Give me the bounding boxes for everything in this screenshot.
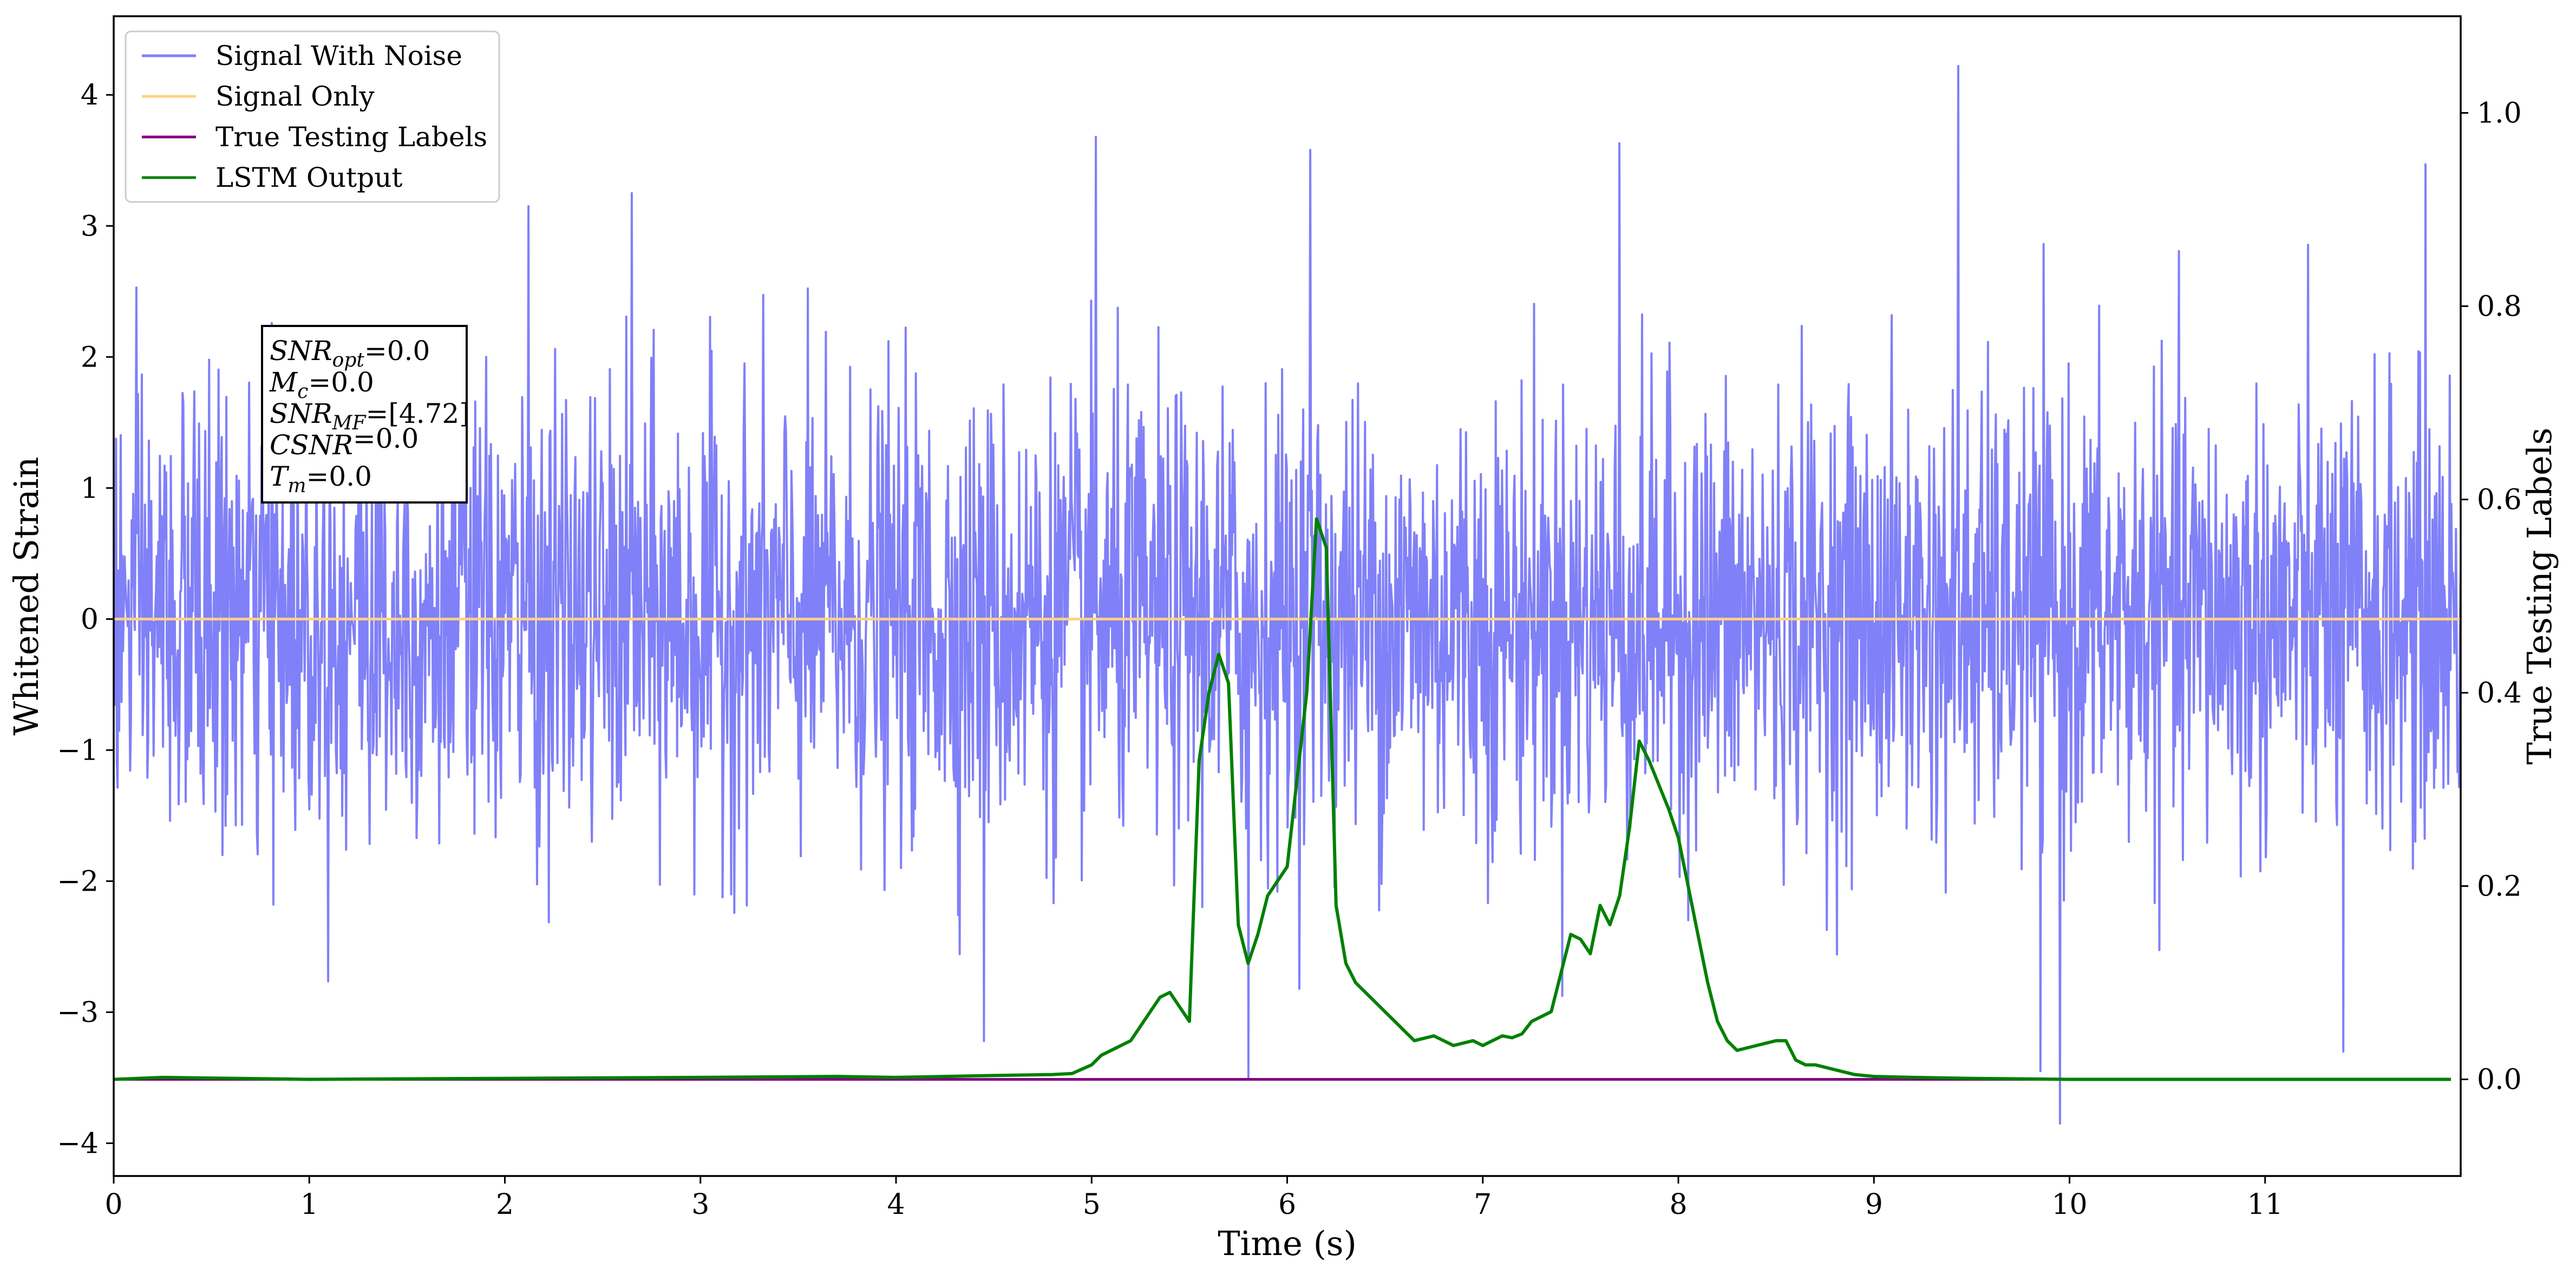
legend-label-signal-only: Signal Only xyxy=(215,81,375,112)
lstm-output-line xyxy=(114,517,2451,1081)
y-tick-label: −4 xyxy=(57,1127,99,1160)
y-right-tick-label: 1.0 xyxy=(2477,97,2522,130)
y-right-tick-label: 0.6 xyxy=(2477,484,2522,517)
x-tick-label: 4 xyxy=(887,1188,905,1221)
x-axis: 0 1 2 3 4 5 6 7 8 9 10 11 xyxy=(104,1176,2283,1221)
y-axis-left: −4 −3 −2 −1 0 1 2 3 4 xyxy=(57,79,114,1160)
x-tick-label: 8 xyxy=(1669,1188,1687,1221)
annotation-line-snr-opt: SNRopt=0.0 xyxy=(270,335,430,371)
x-tick-label: 10 xyxy=(2051,1188,2087,1221)
x-tick-label: 7 xyxy=(1474,1188,1492,1221)
x-tick-label: 5 xyxy=(1083,1188,1101,1221)
x-tick-label: 11 xyxy=(2247,1188,2283,1221)
annotation-line-tm: Tm=0.0 xyxy=(270,461,372,497)
x-tick-label: 3 xyxy=(691,1188,709,1221)
x-tick-label: 0 xyxy=(104,1188,122,1221)
noise-line xyxy=(114,65,2461,1125)
y-axis-label: Whitened Strain xyxy=(6,457,46,736)
y-right-tick-label: 0.2 xyxy=(2477,871,2522,903)
x-tick-label: 9 xyxy=(1865,1188,1883,1221)
legend-label-signal-with-noise: Signal With Noise xyxy=(215,40,462,71)
y-tick-label: 4 xyxy=(81,79,99,112)
y-axis-right: 0.0 0.2 0.4 0.6 0.8 1.0 xyxy=(2461,97,2522,1096)
y-right-tick-label: 0.8 xyxy=(2477,291,2522,323)
y-tick-label: 2 xyxy=(81,341,99,374)
series-lstm-output xyxy=(114,517,2451,1081)
y-tick-label: 1 xyxy=(81,472,99,505)
y-right-tick-label: 0.4 xyxy=(2477,677,2522,710)
annotation-line-csnr: CSNR=0.0 xyxy=(270,423,419,461)
annotation-line-snr-mf: SNRMF=[4.72] xyxy=(270,398,470,434)
y-tick-label: 0 xyxy=(81,603,99,636)
legend-label-true-testing-labels: True Testing Labels xyxy=(215,121,487,153)
annotation-box: SNRopt=0.0 Mc=0.0 SNRMF=[4.72] CSNR=0.0 … xyxy=(261,325,470,504)
legend: Signal With Noise Signal Only True Testi… xyxy=(125,30,500,203)
y-tick-label: 3 xyxy=(81,210,99,243)
x-tick-label: 1 xyxy=(300,1188,318,1221)
x-axis-label: Time (s) xyxy=(1218,1224,1357,1263)
x-tick-label: 6 xyxy=(1278,1188,1296,1221)
annotation-frame xyxy=(261,325,468,504)
annotation-line-mc: Mc=0.0 xyxy=(269,367,374,403)
x-tick-label: 2 xyxy=(496,1188,514,1221)
y-right-tick-label: 0.0 xyxy=(2477,1064,2522,1096)
y-tick-label: −2 xyxy=(57,865,99,898)
legend-box xyxy=(125,30,500,203)
legend-label-lstm-output: LSTM Output xyxy=(215,162,402,193)
series-signal-with-noise xyxy=(114,65,2461,1125)
y-axis-right-label: True Testing Labels xyxy=(2520,428,2559,765)
y-tick-label: −3 xyxy=(57,996,99,1029)
plot-area xyxy=(114,65,2461,1125)
y-tick-label: −1 xyxy=(57,734,99,767)
